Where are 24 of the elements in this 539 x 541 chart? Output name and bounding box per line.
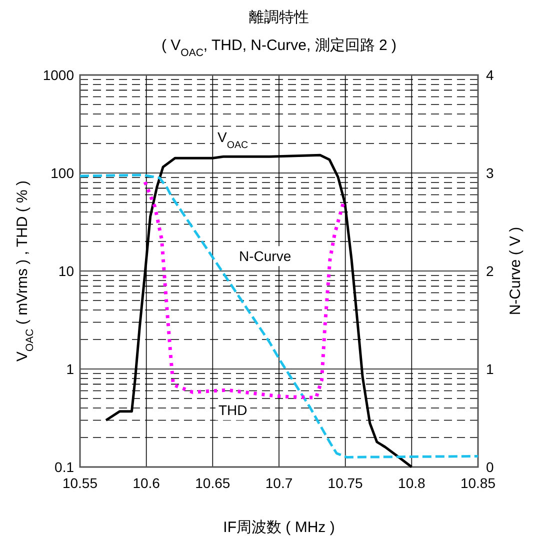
xtick: 10.8 — [398, 475, 426, 491]
y2tick: 2 — [486, 263, 494, 279]
ytick: 1 — [66, 361, 74, 377]
xlabel: IF周波数 ( MHz ) — [223, 519, 335, 536]
y2label: N-Curve ( V ) — [507, 226, 524, 316]
title: 離調特性 — [249, 9, 309, 26]
subtitle: ( V$_{OAC}$, THD, N-Curve, 測定回路 2 ) — [162, 37, 396, 59]
xtick: 10.75 — [328, 475, 363, 491]
ytick: 0.1 — [54, 459, 74, 475]
y2tick: 1 — [486, 361, 494, 377]
ytick: 100 — [50, 165, 74, 181]
xtick: 10.85 — [460, 475, 496, 491]
xtick: 10.7 — [265, 475, 293, 491]
y2tick: 4 — [486, 67, 494, 83]
series-label: N-Curve — [239, 248, 292, 264]
xtick: 10.6 — [132, 475, 160, 491]
xtick: 10.55 — [62, 475, 98, 491]
y2tick: 0 — [486, 459, 494, 475]
series-label: V$_{OAC}$ — [218, 128, 248, 150]
y2tick: 3 — [486, 165, 494, 181]
ytick: 10 — [58, 263, 74, 279]
series-label: THD — [218, 402, 248, 418]
xtick: 10.65 — [195, 475, 230, 491]
ytick: 1000 — [42, 67, 74, 83]
